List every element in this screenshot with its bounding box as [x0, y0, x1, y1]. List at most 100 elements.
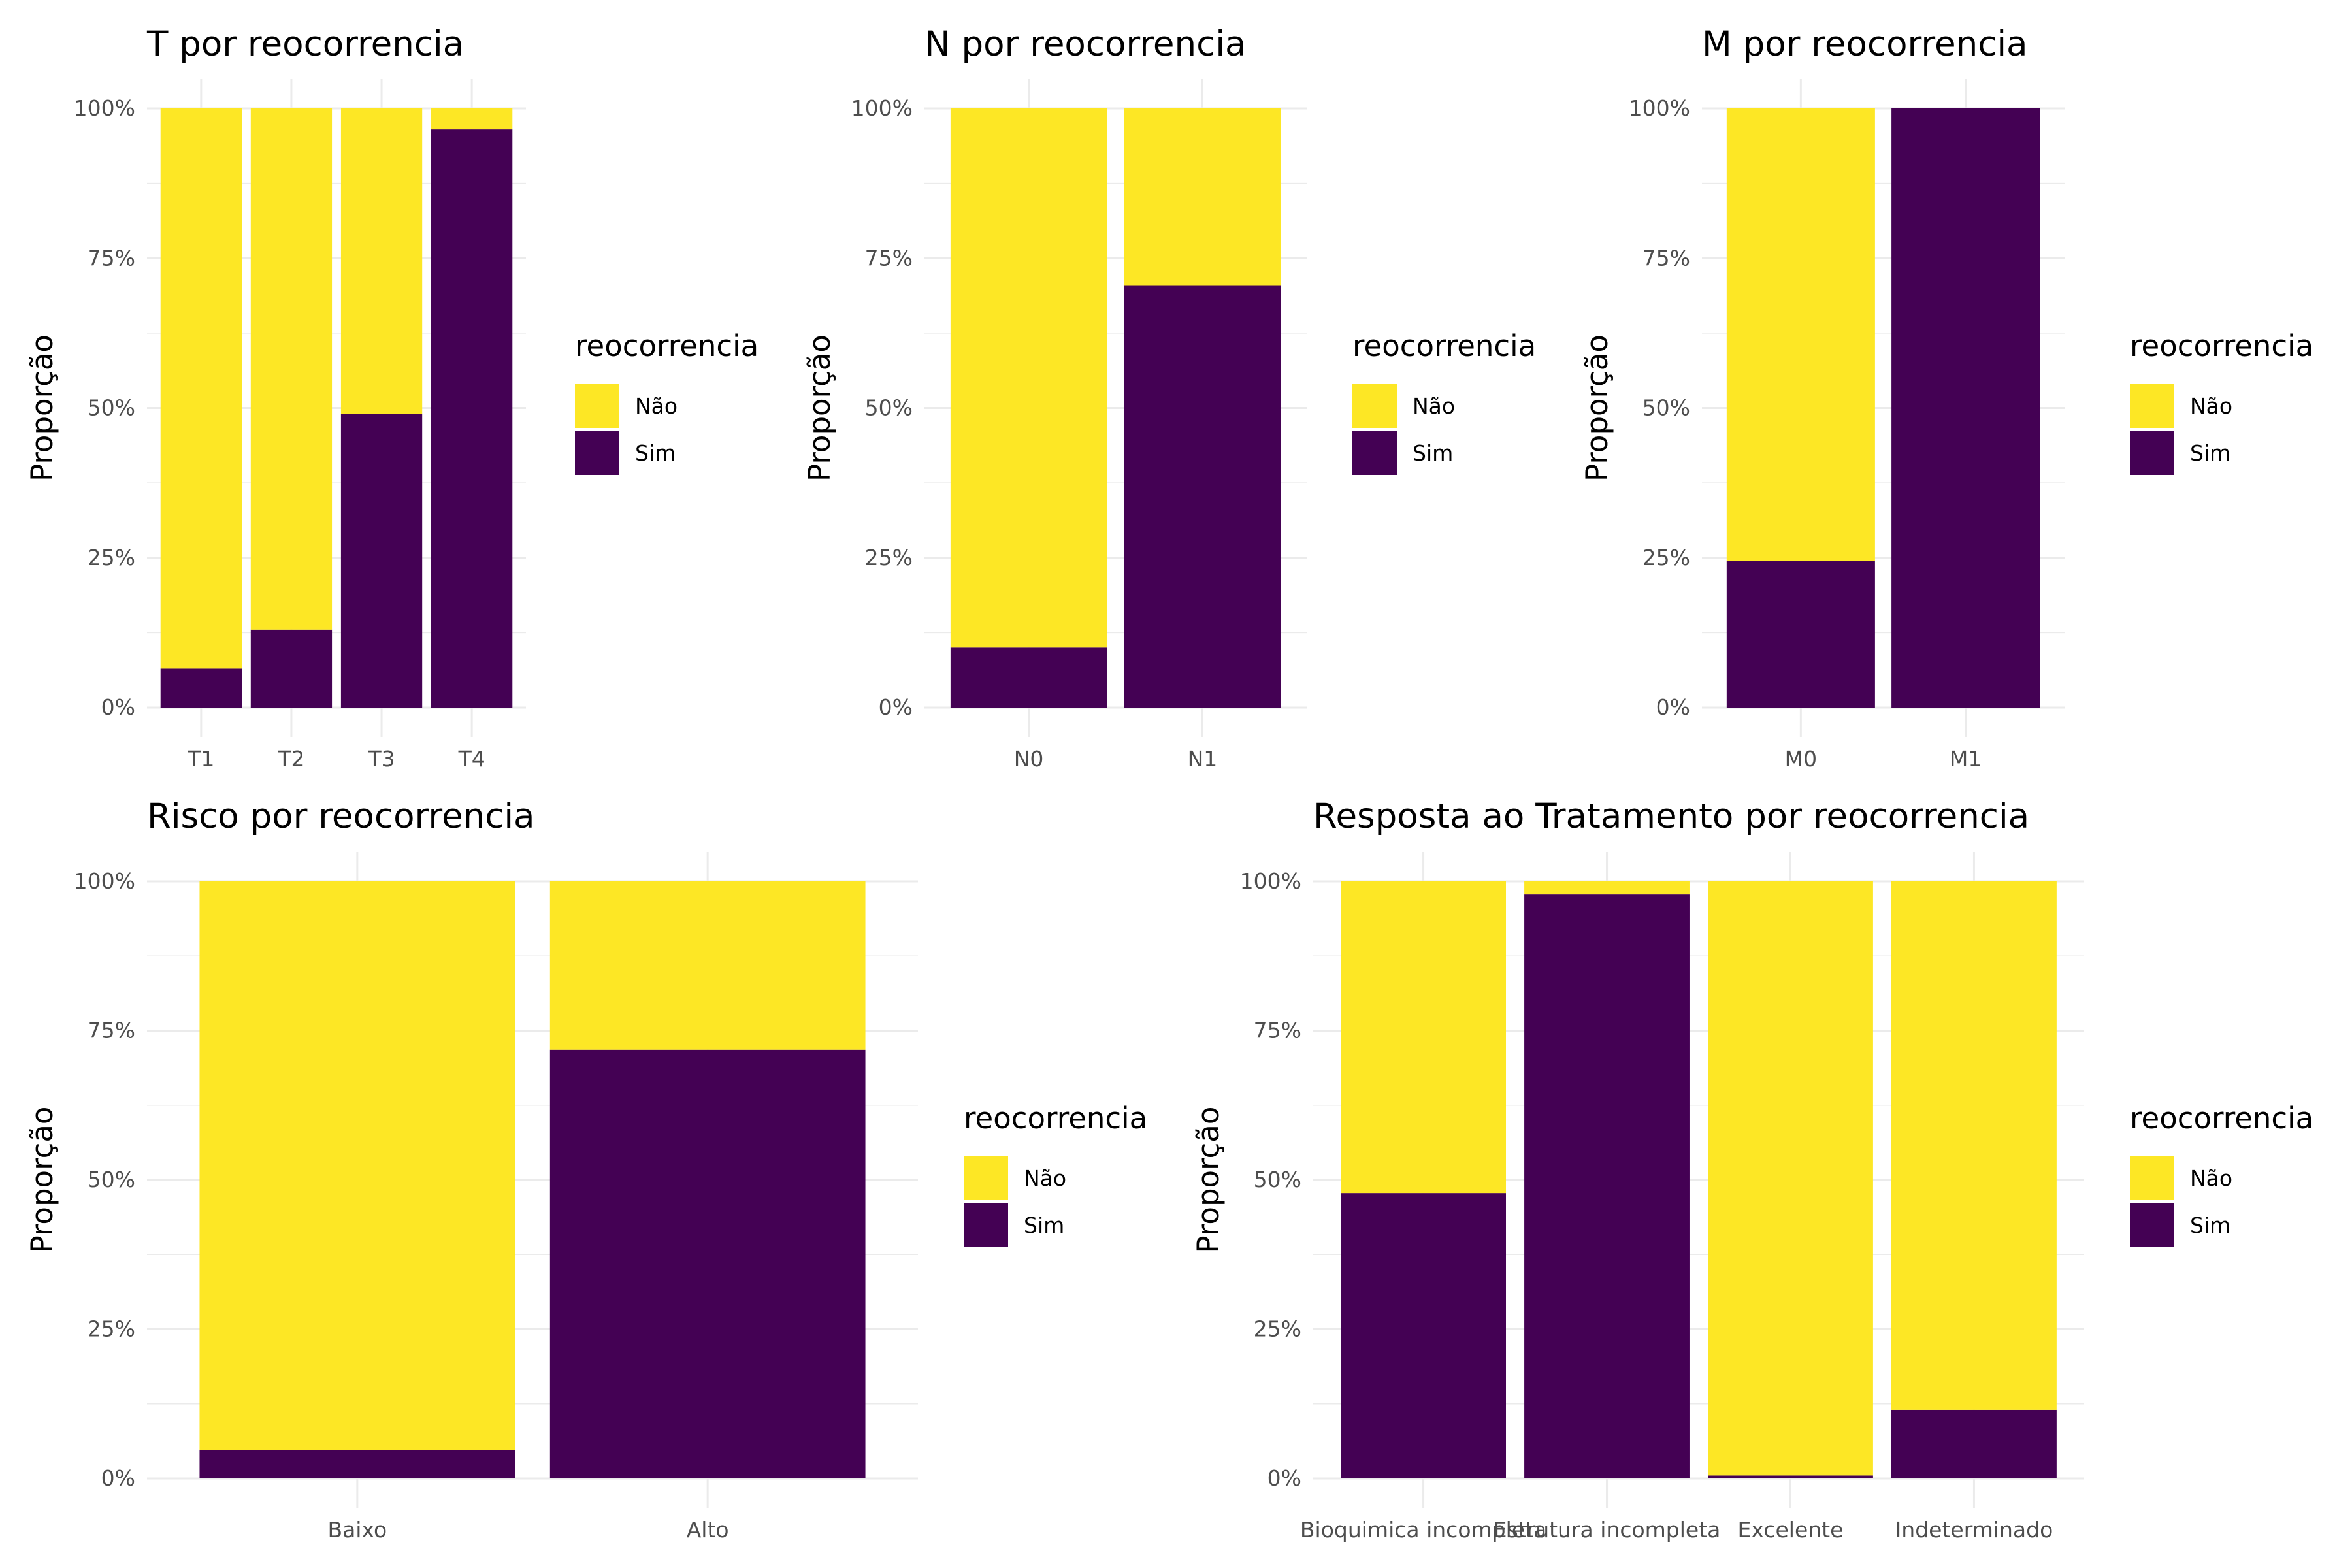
x-tick-label: M1 — [1950, 746, 1982, 772]
bar-sim-indeterminado — [1891, 1409, 2057, 1478]
bar-sim-m1 — [1891, 108, 2040, 708]
y-tick-label: 0% — [879, 694, 913, 720]
bar-sim-m0 — [1726, 561, 1875, 708]
legend-label-sim: Sim — [1024, 1213, 1064, 1238]
chart-title: N por reocorrencia — [924, 24, 1246, 64]
legend-title: reocorrencia — [575, 329, 759, 363]
legend-swatch-nao — [2130, 1156, 2174, 1200]
bar-sim-excelente — [1708, 1475, 1873, 1478]
y-axis-label: Proporção — [1580, 335, 1614, 482]
bar-no-alto — [549, 881, 866, 1050]
y-tick-label: 25% — [88, 1316, 135, 1342]
y-tick-label: 75% — [1642, 245, 1690, 270]
bar-sim-alto — [549, 1049, 866, 1478]
chart-panel-4: 0% 25% 50% 75% 100% Baixo Alto Risco por reocor… — [25, 796, 1147, 1543]
bar-sim-n1 — [1124, 285, 1281, 708]
legend-label-nao: Não — [2190, 393, 2232, 419]
x-tick-label: M0 — [1785, 746, 1817, 772]
legend-swatch-sim — [2130, 1203, 2174, 1247]
chart-panel-2: 0% 25% 50% 75% 100% N0 N1 N por reocorrencia Pro… — [802, 24, 1536, 772]
bar-no-baixo — [199, 881, 515, 1450]
bar-sim-baixo — [199, 1450, 515, 1478]
legend: reocorrencia Não Sim — [964, 1101, 1147, 1247]
x-tick-label: Bioquimica incompleta — [1300, 1517, 1546, 1543]
y-tick-label: 25% — [1254, 1316, 1301, 1342]
bar-no-t4 — [431, 108, 513, 130]
bar-no-excelente — [1708, 881, 1873, 1476]
chart-title: Resposta ao Tratamento por reocorrencia — [1313, 796, 2029, 836]
chart-panel-3: 0% 25% 50% 75% 100% M0 M1 M por reocorrencia Pro… — [1580, 24, 2313, 772]
legend-title: reocorrencia — [964, 1101, 1147, 1135]
y-tick-label: 50% — [88, 395, 135, 421]
bar-sim-t2 — [250, 629, 333, 708]
y-tick-label: 100% — [1240, 868, 1301, 894]
bar-no-bioquimica-incompleta — [1341, 881, 1506, 1194]
y-axis-label: Proporção — [25, 1107, 59, 1254]
x-tick-label: T1 — [187, 746, 214, 772]
y-tick-label: 25% — [865, 545, 913, 570]
y-tick-label: 75% — [1254, 1018, 1301, 1043]
bar-sim-t1 — [160, 668, 242, 708]
y-tick-label: 25% — [1642, 545, 1690, 570]
legend-swatch-sim — [575, 431, 619, 475]
legend-label-sim: Sim — [2190, 440, 2230, 466]
y-tick-label: 100% — [1629, 95, 1690, 121]
legend-label-sim: Sim — [1413, 440, 1453, 466]
y-tick-label: 0% — [1267, 1465, 1301, 1491]
y-tick-label: 75% — [88, 1018, 135, 1043]
y-tick-label: 100% — [74, 868, 135, 894]
legend-label-sim: Sim — [2190, 1213, 2230, 1238]
bar-sim-n0 — [950, 647, 1107, 708]
bar-no-n0 — [950, 108, 1107, 648]
chart-title: T por reocorrencia — [146, 24, 464, 64]
chart-title: M por reocorrencia — [1702, 24, 2028, 64]
y-axis-label: Proporção — [25, 335, 59, 482]
x-tick-label: N1 — [1188, 746, 1218, 772]
y-tick-label: 100% — [851, 95, 913, 121]
x-tick-label: Indeterminado — [1895, 1517, 2053, 1543]
y-tick-label: 0% — [101, 694, 135, 720]
legend-label-sim: Sim — [635, 440, 676, 466]
legend: reocorrencia Não Sim — [2130, 329, 2313, 475]
bar-no-estrutura-incompleta — [1524, 881, 1690, 895]
y-axis-label: Proporção — [1191, 1107, 1226, 1254]
legend: reocorrencia Não Sim — [1352, 329, 1536, 475]
bar-no-t3 — [340, 108, 423, 414]
legend-title: reocorrencia — [2130, 329, 2313, 363]
legend-label-nao: Não — [635, 393, 678, 419]
bar-sim-t3 — [340, 414, 423, 708]
bar-sim-estrutura-incompleta — [1524, 894, 1690, 1478]
y-tick-label: 50% — [1254, 1167, 1301, 1192]
chart-panel-5: 0% 25% 50% 75% 100% Bioquimica incompletaEstr… — [1191, 796, 2313, 1543]
legend-swatch-nao — [575, 384, 619, 428]
legend-swatch-nao — [2130, 384, 2174, 428]
legend-swatch-nao — [1352, 384, 1397, 428]
bar-sim-bioquimica-incompleta — [1341, 1193, 1506, 1478]
legend-swatch-sim — [964, 1203, 1008, 1247]
y-tick-label: 0% — [1656, 694, 1690, 720]
legend: reocorrencia Não Sim — [575, 329, 759, 475]
legend-swatch-sim — [2130, 431, 2174, 475]
y-tick-label: 100% — [74, 95, 135, 121]
x-tick-label: T4 — [458, 746, 485, 772]
bar-no-n1 — [1124, 108, 1281, 286]
legend-label-nao: Não — [1413, 393, 1455, 419]
legend-label-nao: Não — [2190, 1166, 2232, 1191]
x-tick-label: N0 — [1014, 746, 1044, 772]
y-tick-label: 0% — [101, 1465, 135, 1491]
y-tick-label: 50% — [865, 395, 913, 421]
chart-title: Risco por reocorrencia — [147, 796, 535, 836]
y-tick-label: 25% — [88, 545, 135, 570]
bar-no-t1 — [160, 108, 242, 669]
bar-sim-t4 — [431, 129, 513, 708]
y-axis-label: Proporção — [802, 335, 837, 482]
legend-swatch-nao — [964, 1156, 1008, 1200]
legend-title: reocorrencia — [2130, 1101, 2313, 1135]
x-tick-label: T2 — [277, 746, 304, 772]
x-tick-label: Baixo — [327, 1517, 387, 1543]
x-tick-label: Alto — [687, 1517, 729, 1543]
x-tick-label: Estrutura incompleta — [1494, 1517, 1721, 1543]
legend-swatch-sim — [1352, 431, 1397, 475]
bar-no-m0 — [1726, 108, 1875, 561]
